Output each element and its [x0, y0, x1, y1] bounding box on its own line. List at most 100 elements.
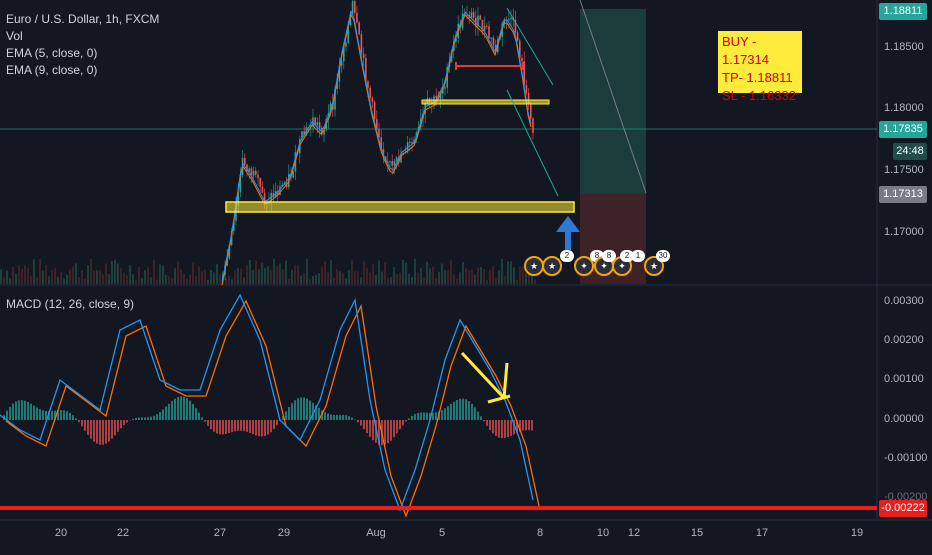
macd-histogram-bar [231, 420, 233, 432]
volume-bar [111, 261, 113, 284]
macd-histogram-bar [150, 417, 152, 420]
macd-histogram-bar [372, 420, 374, 440]
candle [354, 1, 356, 13]
candle [262, 187, 264, 193]
volume-bar [48, 276, 50, 284]
volume-bar [360, 277, 362, 284]
macd-histogram-bar [117, 420, 119, 432]
macd-histogram-bar [195, 408, 197, 420]
volume-bar [141, 278, 143, 284]
channel-upper [507, 8, 553, 85]
volume-bar [324, 262, 326, 284]
volume-legend: Vol [6, 28, 159, 45]
volume-bar [117, 264, 119, 284]
macd-histogram-bar [96, 420, 98, 444]
macd-histogram-bar [462, 399, 464, 420]
macd-histogram-bar [186, 398, 188, 420]
macd-legend[interactable]: MACD (12, 26, close, 9) [6, 297, 134, 311]
macd-histogram-bar [87, 420, 89, 435]
volume-bar [81, 270, 83, 284]
volume-bar [159, 264, 161, 284]
volume-bar [258, 269, 260, 284]
symbol-legend[interactable]: Euro / U.S. Dollar, 1h, FXCM Vol EMA (5,… [6, 11, 159, 79]
macd-histogram-bar [180, 396, 182, 420]
volume-bar [492, 266, 494, 284]
candle [363, 54, 365, 59]
macd-histogram-bar [285, 411, 287, 420]
macd-histogram-bar [483, 420, 485, 421]
macd-histogram-bar [33, 406, 35, 420]
candle [356, 13, 358, 23]
macd-histogram-bar [471, 404, 473, 420]
macd-histogram-bar [30, 404, 32, 420]
macd-histogram-bar [276, 420, 278, 425]
volume-bar [18, 266, 20, 284]
macd-histogram-bar [15, 401, 17, 420]
volume-bar [78, 277, 80, 284]
volume-bar [219, 274, 221, 284]
macd-histogram-bar [18, 400, 20, 420]
volume-bar [105, 264, 107, 284]
macd-tick-1: 0.00300 [884, 295, 924, 307]
macd-tick-2: 0.00200 [884, 334, 924, 346]
macd-histogram-bar [240, 420, 242, 431]
volume-bar [204, 269, 206, 284]
macd-histogram-bar [357, 420, 359, 422]
volume-bar [468, 270, 470, 284]
macd-histogram-bar [507, 420, 509, 437]
macd-histogram-bar [165, 407, 167, 420]
us-flag-event-icon[interactable]: ★ [542, 256, 562, 276]
us-flag-event-icon[interactable]: ★ [524, 256, 544, 276]
macd-histogram-bar [36, 407, 38, 420]
volume-bar [486, 280, 488, 284]
volume-bar [189, 275, 191, 284]
macd-histogram-bar [477, 412, 479, 420]
macd-histogram-bar [480, 416, 482, 420]
volume-bar [21, 269, 23, 284]
ema9-legend: EMA (9, close, 0) [6, 62, 159, 79]
volume-bar [72, 267, 74, 284]
channel-lower [507, 90, 558, 196]
macd-histogram-bar [99, 420, 101, 445]
volume-bar [339, 271, 341, 284]
macd-histogram-bar [228, 420, 230, 433]
volume-bar [213, 273, 215, 284]
candle [484, 26, 486, 31]
volume-bar [93, 270, 95, 284]
macd-histogram-bar [405, 420, 407, 422]
volume-bar [27, 268, 29, 284]
volume-bar [375, 275, 377, 284]
macd-histogram-bar [114, 420, 116, 435]
volume-bar [255, 261, 257, 284]
volume-bar [144, 270, 146, 284]
volume-bar [90, 259, 92, 284]
symbol-title: Euro / U.S. Dollar, 1h, FXCM [6, 11, 159, 28]
candle [358, 23, 360, 35]
macd-histogram-bar [501, 420, 503, 438]
macd-histogram-bar [69, 413, 71, 420]
candle [345, 42, 347, 46]
macd-tick-4: 0.00000 [884, 413, 924, 425]
macd-histogram-bar [330, 414, 332, 420]
time-label-aug: Aug [366, 527, 386, 539]
time-label-29: 29 [278, 527, 290, 539]
volume-bar [390, 277, 392, 284]
volume-bar [495, 278, 497, 284]
macd-histogram-bar [450, 404, 452, 420]
volume-bar [480, 267, 482, 284]
price-tick-4: 1.17000 [884, 226, 924, 238]
volume-bar [372, 264, 374, 284]
candle [361, 34, 363, 53]
macd-histogram-bar [177, 397, 179, 420]
trade-plan-note[interactable]: BUY - 1.17314 TP- 1.18811 SL - 1.16332 [718, 31, 802, 93]
macd-histogram-bar [411, 416, 413, 420]
candle [444, 88, 446, 89]
macd-histogram-bar [249, 420, 251, 433]
macd-histogram-bar [84, 420, 86, 431]
price-tick-3: 1.17500 [884, 164, 924, 176]
macd-histogram-bar [213, 420, 215, 432]
candle [319, 122, 321, 128]
macd-histogram-bar [123, 420, 125, 425]
volume-bar [357, 271, 359, 284]
macd-histogram-bar [219, 420, 221, 434]
